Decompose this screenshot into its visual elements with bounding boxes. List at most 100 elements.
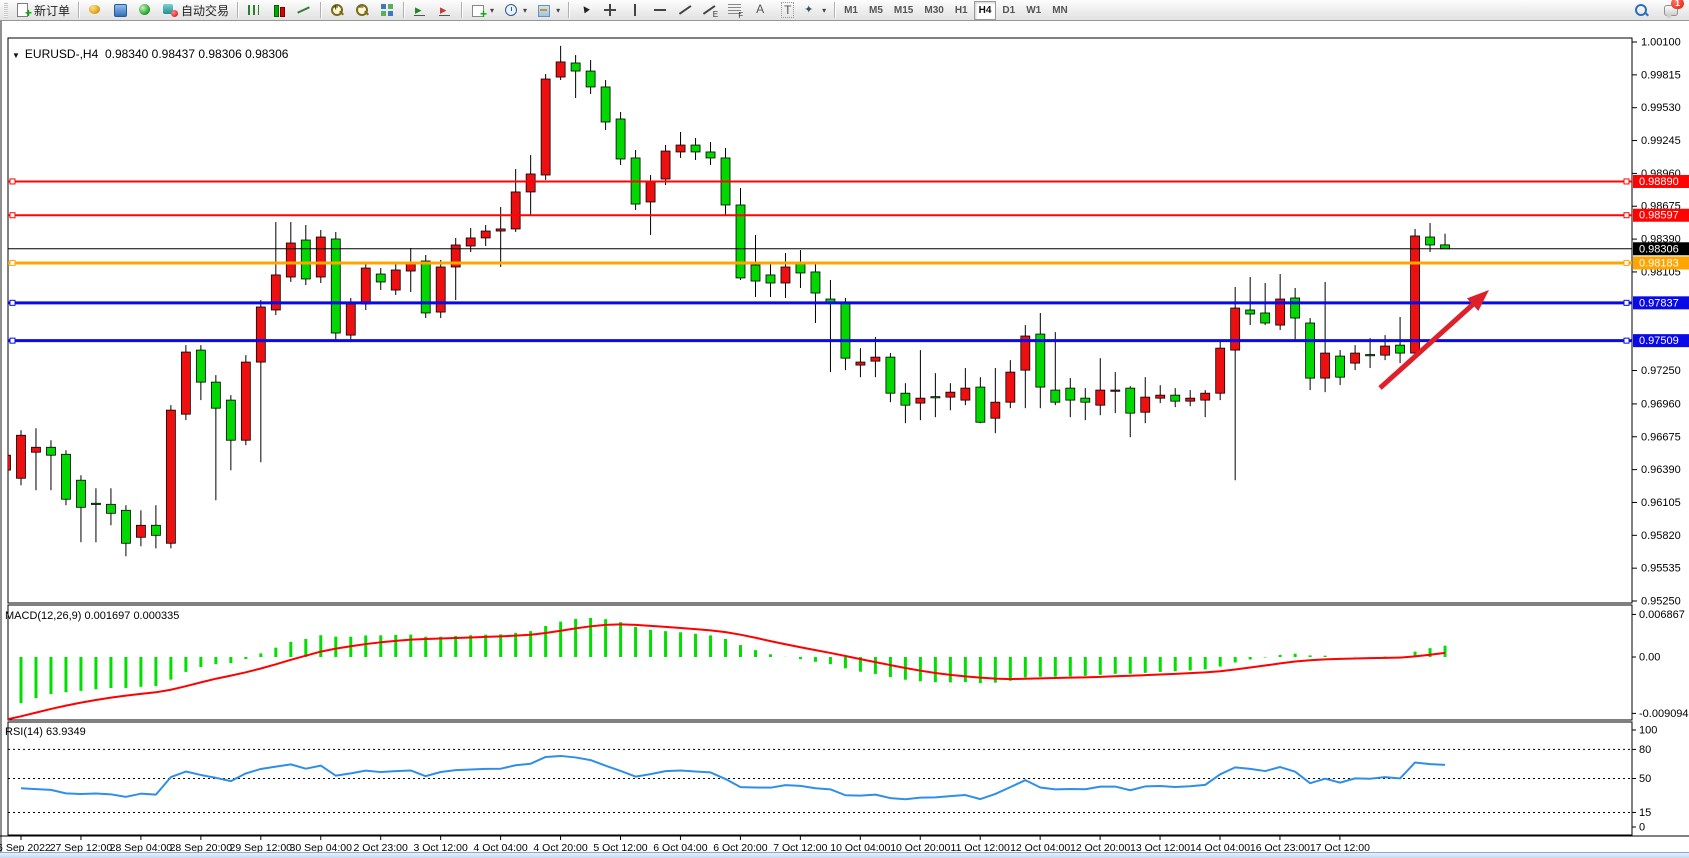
time-tick-label: 12 Oct 04:00 bbox=[1010, 842, 1070, 852]
periods-button[interactable]: ▾ bbox=[499, 0, 531, 20]
equidistant-channel-button[interactable] bbox=[698, 0, 722, 20]
candle-body bbox=[270, 274, 281, 311]
time-tick-label: 4 Oct 20:00 bbox=[533, 842, 587, 852]
line-anchor[interactable] bbox=[1623, 212, 1630, 219]
candle-body bbox=[390, 269, 401, 291]
bar-chart-button[interactable] bbox=[242, 0, 266, 20]
line-anchor[interactable] bbox=[1623, 259, 1630, 266]
autotrading-button[interactable]: 自动交易 bbox=[158, 0, 233, 20]
price-badge-label: 0.97837 bbox=[1639, 297, 1679, 309]
trendline-button[interactable] bbox=[673, 0, 697, 20]
line-anchor[interactable] bbox=[9, 212, 16, 219]
candle-body bbox=[106, 503, 116, 514]
chart-title: ▼ EURUSD-,H4 0.98340 0.98437 0.98306 0.98… bbox=[12, 47, 288, 61]
notifications-button[interactable]: 1 bbox=[1659, 0, 1684, 20]
zoom-out-button[interactable] bbox=[350, 0, 374, 20]
line-anchor[interactable] bbox=[9, 259, 16, 266]
candle-body bbox=[1050, 389, 1061, 403]
time-tick-label: 11 Oct 12:00 bbox=[951, 842, 1011, 852]
zin-icon bbox=[329, 2, 345, 18]
line-anchor[interactable] bbox=[9, 178, 16, 185]
line-anchor[interactable] bbox=[1623, 337, 1630, 344]
new-order-icon bbox=[15, 2, 32, 20]
candle-body bbox=[255, 306, 266, 363]
price-chart[interactable]: 1.001000.998150.995300.992450.989600.986… bbox=[0, 21, 1689, 854]
vline-icon bbox=[627, 2, 643, 18]
rsi-tick-label: 0 bbox=[1639, 822, 1645, 834]
macd-tick-label: -0.009094 bbox=[1639, 708, 1689, 720]
time-tick-label: 6 Oct 04:00 bbox=[653, 842, 707, 852]
candle-body bbox=[465, 237, 476, 247]
timeframe-h1-button[interactable]: H1 bbox=[954, 4, 968, 16]
candlestick-chart-button[interactable] bbox=[267, 0, 291, 20]
timeframe-m15-button[interactable]: M15 bbox=[893, 4, 914, 16]
candle-body bbox=[1005, 371, 1016, 403]
time-tick-label: 28 Sep 04:00 bbox=[110, 842, 173, 852]
texta-icon bbox=[752, 2, 768, 18]
candle-body bbox=[450, 244, 461, 268]
wallet-button[interactable] bbox=[83, 0, 107, 20]
candle-body bbox=[1335, 355, 1346, 378]
fibonacci-button[interactable] bbox=[723, 0, 747, 20]
vertical-line-button[interactable] bbox=[623, 0, 647, 20]
auto-scroll-button[interactable] bbox=[408, 0, 432, 20]
signal-icon bbox=[137, 2, 153, 18]
tile-windows-button[interactable] bbox=[375, 0, 399, 20]
text-label-button[interactable] bbox=[773, 0, 797, 20]
candle-body bbox=[600, 86, 611, 123]
toolbar: 新订单 自动交易 ▾ ▾ ▾ ▾ M1 M5 M15 M30 H1 H4 D1 W1 MN 1 bbox=[0, 0, 1689, 21]
timeframe-m5-button[interactable]: M5 bbox=[869, 4, 883, 16]
candle-body bbox=[225, 399, 236, 441]
zoom-in-button[interactable] bbox=[325, 0, 349, 20]
price-tick-label: 0.96390 bbox=[1641, 464, 1681, 476]
rsi-tick-label: 100 bbox=[1639, 725, 1657, 737]
chart-dropdown-icon[interactable]: ▼ bbox=[12, 51, 20, 60]
chart-canvas[interactable]: 1.00100 0.99815 0.99530 0.99245 0.98960 0.986… bbox=[0, 21, 1689, 854]
chart-shift-button[interactable] bbox=[433, 0, 457, 20]
candle-body bbox=[990, 401, 1001, 419]
candle-body bbox=[795, 262, 806, 274]
timeframe-w1-button[interactable]: W1 bbox=[1026, 4, 1042, 16]
horizontal-line-button[interactable] bbox=[648, 0, 672, 20]
cursor-button[interactable] bbox=[573, 0, 597, 20]
new-order-button-label: 新订单 bbox=[34, 3, 71, 18]
timeframe-d1-button[interactable]: D1 bbox=[1002, 4, 1016, 16]
price-tick-label: 0.96960 bbox=[1641, 398, 1681, 410]
indicators-button[interactable]: ▾ bbox=[466, 0, 498, 21]
macd-signal-value: 0.000335 bbox=[133, 610, 180, 622]
profile-button[interactable] bbox=[108, 0, 132, 20]
candle-body bbox=[61, 453, 71, 500]
timeframe-m1-button[interactable]: M1 bbox=[844, 4, 858, 16]
crosshair-button[interactable] bbox=[598, 0, 622, 20]
templates-button[interactable]: ▾ bbox=[532, 0, 564, 20]
signal-button[interactable] bbox=[133, 0, 157, 20]
line-anchor[interactable] bbox=[9, 337, 16, 344]
price-badge bbox=[1633, 242, 1689, 256]
notification-badge: 1 bbox=[1671, 0, 1684, 9]
timeframe-m30-button[interactable]: M30 bbox=[924, 4, 944, 16]
line-chart-button[interactable] bbox=[292, 0, 316, 20]
candle-body bbox=[735, 204, 746, 279]
candle-body bbox=[885, 356, 896, 394]
line-anchor[interactable] bbox=[9, 299, 16, 306]
macd-tick-label: 0.006867 bbox=[1639, 609, 1685, 621]
line-anchor[interactable] bbox=[1623, 178, 1630, 185]
toolbar-separator bbox=[834, 2, 836, 18]
timeframe-h4-button[interactable]: H4 bbox=[973, 0, 997, 20]
search-button[interactable] bbox=[1629, 0, 1653, 20]
new-order-button[interactable]: 新订单 bbox=[11, 0, 74, 20]
line-anchor[interactable] bbox=[1623, 299, 1630, 306]
candle-body bbox=[1275, 298, 1286, 326]
trend-arrow-head bbox=[1466, 290, 1489, 312]
price-badge bbox=[1633, 256, 1689, 270]
candle-body bbox=[810, 271, 821, 294]
candle-body bbox=[1110, 389, 1121, 392]
trend-arrow-annotation[interactable] bbox=[1378, 300, 1478, 390]
time-tick-label: 26 Sep 2022 bbox=[0, 842, 51, 852]
candle-body bbox=[915, 397, 926, 404]
text-button[interactable] bbox=[748, 0, 772, 20]
candle-body bbox=[870, 356, 881, 362]
arrows-button[interactable]: ▾ bbox=[798, 0, 830, 20]
timeframe-mn-button[interactable]: MN bbox=[1052, 4, 1068, 16]
